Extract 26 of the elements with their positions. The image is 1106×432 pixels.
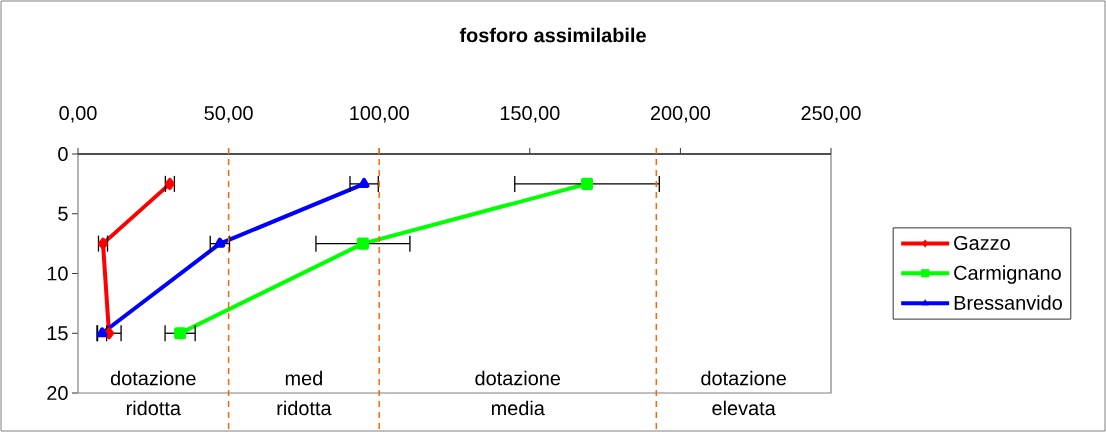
x-tick-label: 100,00 xyxy=(350,106,409,123)
x-tick-label: 200,00 xyxy=(650,106,711,123)
point xyxy=(214,237,226,248)
point xyxy=(104,327,115,340)
point xyxy=(581,177,594,190)
x-tick-label: 150,00 xyxy=(500,106,560,123)
legend-label: Gazzo xyxy=(954,235,1010,250)
annotation: dotazione elevata xyxy=(701,370,786,416)
point xyxy=(356,237,369,250)
x-tick-label: 50,00 xyxy=(204,106,253,123)
y-tick-label: 20 xyxy=(47,385,68,401)
legend-label: Bressanvido xyxy=(954,295,1062,310)
legend-label: Carmignano xyxy=(954,265,1061,284)
y-tick-label: 5 xyxy=(58,206,68,221)
chart-title: fosforo assimilabile xyxy=(459,27,646,43)
y-tick-label: 15 xyxy=(47,326,68,341)
annotation: dotazione media xyxy=(475,370,561,416)
point xyxy=(358,177,370,188)
x-tick-label: 0,00 xyxy=(59,106,97,123)
point xyxy=(174,327,187,340)
annotation: med ridotta xyxy=(277,370,332,416)
annotation: dotazione ridotta xyxy=(110,370,196,416)
y-tick-label: 10 xyxy=(47,266,68,281)
x-tick-label: 250,00 xyxy=(801,106,861,123)
y-tick-label: 0 xyxy=(58,146,68,162)
point xyxy=(96,327,108,338)
